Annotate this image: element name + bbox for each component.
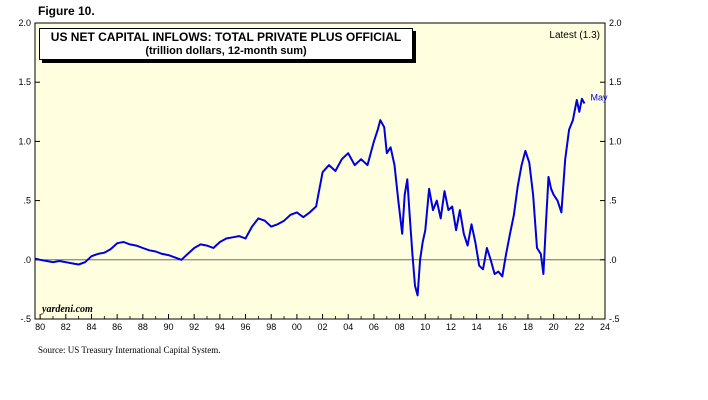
- line-chart: -.5 .0 .5 1.0 1.5 2.0 -.5 .0 .5 1.0 1.5 2.0 80 82 84…: [18, 18, 622, 332]
- y-axis-left: -.5 .0 .5 1.0 1.5 2.0: [18, 18, 40, 324]
- x-tick-label: 24: [600, 322, 610, 332]
- y-tick-label-left: 2.0: [18, 18, 31, 28]
- y-tick-label-left: -.5: [20, 314, 31, 324]
- chart-title-box: US NET CAPITAL INFLOWS: TOTAL PRIVATE PL…: [39, 28, 413, 60]
- x-tick-label: 04: [343, 322, 353, 332]
- plot-area: [34, 22, 606, 320]
- x-tick-label: 18: [523, 322, 533, 332]
- x-tick-label: 22: [574, 322, 584, 332]
- x-tick-label: 06: [369, 322, 379, 332]
- y-tick-label-right: 1.5: [609, 77, 622, 87]
- figure-label: Figure 10.: [38, 4, 95, 18]
- source-note: Source: US Treasury International Capita…: [38, 345, 221, 355]
- x-tick-label: 12: [446, 322, 456, 332]
- y-tick-label-right: .5: [609, 196, 617, 206]
- x-tick-label: 98: [266, 322, 276, 332]
- end-label: May: [590, 93, 608, 103]
- y-tick-label-right: 1.0: [609, 136, 622, 146]
- y-tick-label-left: .0: [23, 255, 31, 265]
- y-tick-label-right: .0: [609, 255, 617, 265]
- y-tick-label-left: .5: [23, 196, 31, 206]
- x-tick-label: 20: [549, 322, 559, 332]
- chart-title: US NET CAPITAL INFLOWS: TOTAL PRIVATE PL…: [50, 30, 402, 44]
- series-line: [34, 97, 586, 297]
- x-tick-label: 94: [215, 322, 225, 332]
- x-axis: 80 82 84 86 88 90 92 94 96 98 00 02 04 06 08 10 12 14 16 18…: [35, 314, 610, 332]
- x-tick-label: 84: [86, 322, 96, 332]
- x-tick-label: 82: [61, 322, 71, 332]
- x-tick-label: 00: [292, 322, 302, 332]
- x-tick-label: 80: [35, 322, 45, 332]
- x-tick-label: 08: [395, 322, 405, 332]
- x-tick-label: 14: [472, 322, 482, 332]
- x-tick-label: 02: [318, 322, 328, 332]
- y-axis-right: -.5 .0 .5 1.0 1.5 2.0: [600, 18, 622, 324]
- x-tick-label: 10: [420, 322, 430, 332]
- x-tick-label: 96: [241, 322, 251, 332]
- x-tick-label: 16: [497, 322, 507, 332]
- x-tick-label: 90: [164, 322, 174, 332]
- y-tick-label-left: 1.5: [18, 77, 31, 87]
- y-tick-label-left: 1.0: [18, 136, 31, 146]
- latest-annotation: Latest (1.3): [549, 30, 600, 41]
- chart-subtitle: (trillion dollars, 12-month sum): [145, 45, 307, 57]
- x-tick-label: 86: [112, 322, 122, 332]
- watermark: yardeni.com: [42, 304, 93, 315]
- y-tick-label-right: -.5: [609, 314, 620, 324]
- x-tick-label: 92: [189, 322, 199, 332]
- x-tick-label: 88: [138, 322, 148, 332]
- y-tick-label-right: 2.0: [609, 18, 622, 28]
